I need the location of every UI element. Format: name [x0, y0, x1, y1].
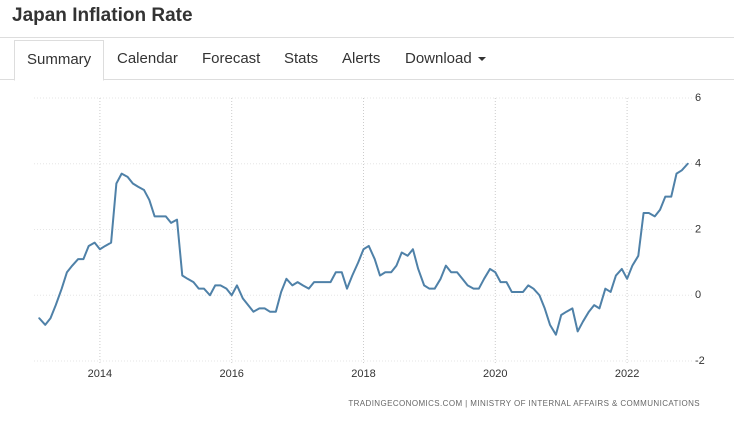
tab-label[interactable]: Alerts — [342, 50, 381, 67]
x-tick-label: 2016 — [219, 368, 243, 380]
tab[interactable]: Stats — [284, 40, 318, 79]
tab-label[interactable]: Stats — [284, 50, 319, 67]
tab-label[interactable]: Calendar — [117, 50, 178, 67]
x-tick-label: 2022 — [615, 368, 639, 380]
tab[interactable]: Calendar — [117, 40, 178, 79]
y-tick-label: 6 — [695, 92, 701, 104]
tab-label[interactable]: Download — [405, 50, 472, 67]
y-tick-label: -2 — [695, 355, 705, 367]
page-title: Japan Inflation Rate — [12, 5, 193, 26]
dropdown-caret — [477, 57, 486, 62]
x-tick-label: 2018 — [351, 368, 375, 380]
source-note: TRADINGECONOMICS.COM | MINISTRY OF INTER… — [348, 399, 700, 408]
tab-divider — [0, 79, 734, 80]
divider — [0, 37, 734, 38]
y-tick-label: 4 — [695, 158, 701, 170]
tab[interactable]: Alerts — [342, 40, 380, 79]
data-line — [38, 162, 689, 336]
tab[interactable]: Summary — [14, 40, 105, 81]
y-tick-label: 0 — [695, 289, 701, 301]
x-tick-label: 2014 — [88, 368, 112, 380]
tab[interactable]: Forecast — [202, 40, 260, 79]
tab[interactable]: Download — [405, 40, 486, 79]
tab-label[interactable]: Summary — [27, 51, 92, 68]
x-tick-label: 2020 — [483, 368, 507, 380]
y-tick-label: 2 — [695, 223, 701, 235]
tab-label[interactable]: Forecast — [202, 50, 261, 67]
